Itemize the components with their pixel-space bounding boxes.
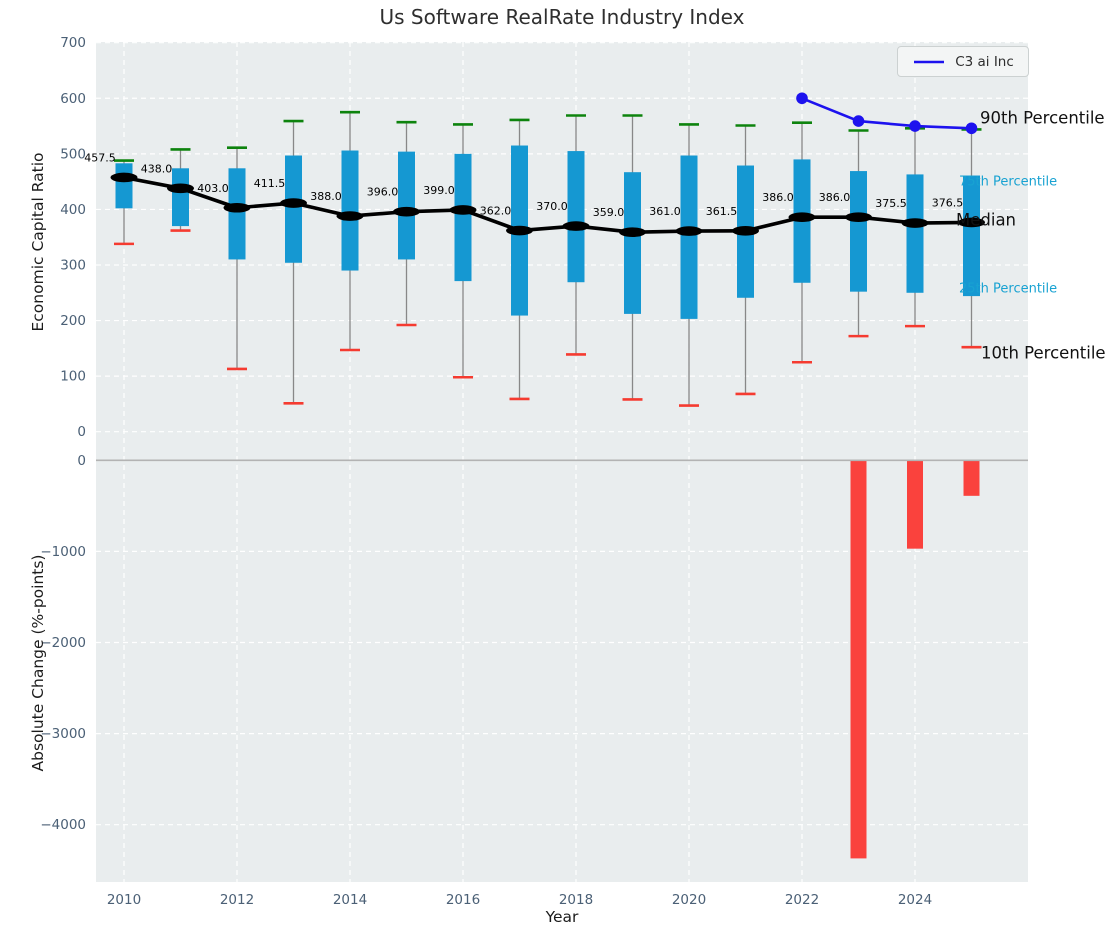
box-2019	[624, 172, 641, 314]
label-10th-percentile: 10th Percentile	[981, 343, 1106, 363]
p10-caps	[114, 229, 982, 407]
median-value-2018: 370.0	[536, 200, 568, 213]
x-tick-2020: 2020	[672, 892, 706, 908]
box-2016	[454, 153, 472, 282]
box-2014	[341, 150, 359, 271]
median-value-2011: 438.0	[141, 162, 173, 175]
x-tick-2014: 2014	[333, 892, 367, 908]
box-2010	[115, 163, 133, 209]
median-value-2025: 376.5	[932, 196, 964, 209]
box-2011	[172, 168, 189, 227]
box-2015	[398, 151, 415, 260]
box-2013	[285, 155, 302, 263]
bar-2023	[850, 460, 867, 859]
bottom-y-tick--1000: −1000	[40, 544, 86, 560]
company-marker-2024	[909, 120, 921, 132]
label-25th-percentile: 25th Percentile	[959, 281, 1058, 297]
bottom-y-tick-0: 0	[77, 453, 86, 469]
x-tick-2018: 2018	[559, 892, 593, 908]
top-y-axis-label: Economic Capital Ratio	[29, 152, 47, 332]
bar-2024	[907, 460, 923, 549]
bottom-y-tick--2000: −2000	[40, 635, 86, 651]
company-line	[801, 97, 972, 130]
x-axis-label: Year	[545, 908, 579, 926]
median-value-2012: 403.0	[197, 182, 229, 195]
median-value-2013: 411.5	[254, 177, 286, 190]
x-tick-2024: 2024	[898, 892, 932, 908]
median-value-2019: 359.0	[593, 206, 625, 219]
p90-caps	[114, 110, 982, 162]
median-value-2022: 386.0	[762, 191, 794, 204]
box-2023	[850, 171, 867, 292]
median-value-2014: 388.0	[310, 190, 342, 203]
top-y-tick-400: 400	[60, 202, 86, 218]
change-bars	[850, 460, 980, 859]
top-y-tick-500: 500	[60, 146, 86, 162]
box-2020	[680, 155, 698, 319]
median-value-2020: 361.0	[649, 205, 681, 218]
box-2025	[963, 175, 980, 297]
box-2024	[906, 174, 924, 293]
top-y-tick-0: 0	[77, 424, 86, 440]
chart-title: Us Software RealRate Industry Index	[379, 5, 745, 29]
company-marker-2025	[965, 122, 978, 135]
median-value-2010: 457.5	[84, 151, 116, 164]
box-2012	[228, 168, 246, 260]
plot-area-background	[96, 42, 1028, 882]
label-75th-percentile: 75th Percentile	[959, 174, 1058, 190]
x-tick-2012: 2012	[220, 892, 254, 908]
box-2018	[567, 151, 585, 283]
median-value-2017: 362.0	[480, 205, 512, 218]
legend-label: C3 ai Inc	[955, 53, 1014, 70]
top-y-tick-700: 700	[60, 35, 86, 51]
company-markers	[796, 92, 978, 135]
bar-2025	[963, 460, 980, 496]
median-value-2023: 386.0	[819, 191, 851, 204]
median-markers	[110, 172, 985, 238]
median-value-2016: 399.0	[423, 184, 455, 197]
bottom-y-tick--4000: −4000	[40, 817, 86, 833]
median-value-labels: 457.5 438.0 403.0 411.5 388.0 396.0 399.0 362.0…	[84, 151, 963, 219]
median-value-2015: 396.0	[367, 186, 399, 199]
x-tick-2010: 2010	[107, 892, 141, 908]
top-y-tick-300: 300	[60, 257, 86, 273]
top-y-tick-100: 100	[60, 369, 86, 385]
label-median: Median	[956, 210, 1017, 230]
company-marker-2023	[852, 115, 865, 127]
tick-labels: 0 100 200 300 400 500 600 700 0 −1000 −2000 −3000 −4…	[40, 35, 932, 908]
median-value-2024: 375.5	[875, 197, 907, 210]
legend: C3 ai Inc	[897, 46, 1029, 77]
label-90th-percentile: 90th Percentile	[980, 108, 1105, 128]
median-line	[123, 175, 972, 235]
top-y-tick-600: 600	[60, 91, 86, 107]
top-y-tick-200: 200	[60, 313, 86, 329]
x-tick-2016: 2016	[446, 892, 480, 908]
bottom-y-axis-label: Absolute Change (%-points)	[29, 554, 47, 772]
bottom-y-tick--3000: −3000	[40, 726, 86, 742]
company-marker-2022	[796, 92, 808, 105]
legend-line-icon	[914, 60, 945, 63]
median-value-2021: 361.5	[706, 205, 738, 218]
x-tick-2022: 2022	[785, 892, 819, 908]
